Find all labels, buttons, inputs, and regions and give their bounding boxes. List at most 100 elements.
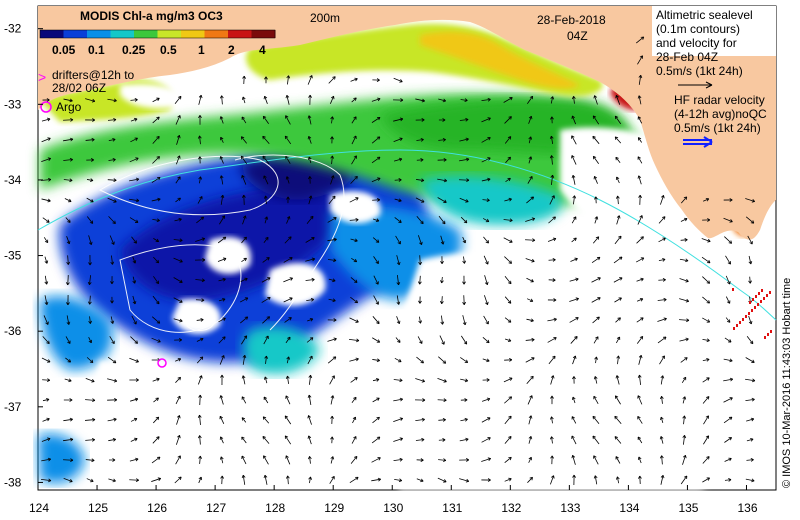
velocity-arrow-head bbox=[240, 155, 245, 160]
velocity-arrow-head bbox=[287, 336, 291, 341]
velocity-arrow bbox=[371, 177, 381, 183]
velocity-arrow-head bbox=[571, 435, 575, 439]
velocity-arrow bbox=[84, 419, 96, 421]
velocity-arrow-head bbox=[640, 236, 644, 240]
velocity-arrow-head bbox=[110, 261, 115, 265]
velocity-arrow-head bbox=[615, 176, 620, 181]
colorbar-swatch bbox=[181, 30, 205, 38]
velocity-arrow bbox=[459, 478, 469, 482]
velocity-arrow-head bbox=[530, 279, 534, 283]
velocity-arrow bbox=[394, 198, 402, 202]
velocity-arrow bbox=[593, 396, 599, 404]
velocity-arrow-head bbox=[573, 216, 577, 220]
velocity-arrow-head bbox=[46, 219, 50, 223]
velocity-arrow-head bbox=[508, 396, 513, 400]
velocity-arrow-head bbox=[685, 298, 690, 303]
velocity-arrow bbox=[594, 475, 598, 485]
velocity-arrow bbox=[174, 218, 182, 222]
velocity-arrow bbox=[637, 55, 643, 65]
velocity-arrow bbox=[657, 336, 667, 344]
velocity-arrow bbox=[151, 177, 161, 183]
velocity-arrow-head bbox=[663, 297, 667, 302]
velocity-arrow bbox=[107, 119, 117, 121]
velocity-arrow-head bbox=[311, 277, 315, 282]
velocity-arrow-head bbox=[399, 137, 403, 141]
velocity-arrow bbox=[504, 436, 512, 444]
velocity-arrow bbox=[173, 239, 183, 241]
velocity-arrow-head bbox=[572, 376, 576, 380]
velocity-arrow-head bbox=[638, 354, 643, 359]
velocity-arrow bbox=[306, 337, 314, 343]
velocity-arrow-head bbox=[46, 340, 50, 345]
velocity-arrow-head bbox=[551, 475, 555, 479]
hf-radar-point bbox=[752, 298, 754, 301]
velocity-arrow bbox=[419, 275, 421, 285]
velocity-arrow bbox=[218, 298, 226, 302]
velocity-arrow-head bbox=[463, 341, 468, 345]
velocity-arrow-head bbox=[90, 158, 94, 162]
velocity-arrow-head bbox=[640, 277, 644, 282]
velocity-arrow-head bbox=[197, 414, 202, 418]
velocity-arrow bbox=[63, 98, 73, 102]
velocity-arrow-head bbox=[442, 220, 446, 225]
velocity-arrow-head bbox=[663, 317, 667, 322]
velocity-arrow-head bbox=[571, 135, 575, 139]
velocity-arrow bbox=[152, 97, 160, 103]
velocity-arrow-head bbox=[682, 396, 687, 400]
velocity-arrow bbox=[594, 216, 598, 224]
velocity-arrow bbox=[372, 337, 380, 343]
y-tick-label: -32 bbox=[4, 22, 22, 36]
velocity-arrow-head bbox=[530, 196, 534, 200]
velocity-arrow-head bbox=[442, 438, 446, 442]
velocity-arrow-head bbox=[68, 378, 72, 383]
velocity-arrow bbox=[108, 438, 116, 442]
velocity-arrow bbox=[547, 238, 557, 242]
velocity-arrow-head bbox=[727, 261, 731, 265]
velocity-arrow bbox=[152, 116, 160, 124]
velocity-arrow-head bbox=[615, 95, 619, 99]
velocity-arrow-head bbox=[91, 458, 95, 463]
velocity-arrow bbox=[481, 98, 491, 102]
velocity-arrow-head bbox=[464, 417, 468, 422]
velocity-arrow bbox=[636, 236, 644, 244]
velocity-arrow bbox=[528, 116, 532, 124]
velocity-arrow-head bbox=[354, 77, 358, 82]
velocity-arrow bbox=[262, 257, 270, 263]
velocity-arrow-head bbox=[615, 156, 619, 161]
velocity-arrow-head bbox=[593, 176, 598, 180]
velocity-arrow bbox=[438, 215, 446, 225]
velocity-arrow-head bbox=[398, 478, 403, 483]
velocity-arrow bbox=[569, 317, 579, 323]
velocity-arrow bbox=[371, 436, 381, 444]
velocity-arrow-head bbox=[286, 356, 291, 360]
credit-text: © IMOS 10-Mar-2016 11:43:03 Hobart time bbox=[781, 278, 793, 488]
velocity-arrow-head bbox=[532, 238, 536, 243]
velocity-arrow bbox=[437, 477, 447, 483]
velocity-arrow-head bbox=[69, 417, 73, 422]
velocity-arrow-head bbox=[465, 157, 470, 162]
velocity-arrow-head bbox=[396, 320, 401, 325]
velocity-arrow-head bbox=[550, 455, 554, 459]
velocity-arrow-head bbox=[593, 455, 597, 459]
velocity-arrow bbox=[86, 216, 94, 224]
velocity-arrow bbox=[350, 176, 358, 184]
velocity-arrow bbox=[463, 256, 465, 264]
velocity-arrow bbox=[614, 436, 622, 444]
velocity-arrow-head bbox=[638, 475, 642, 479]
velocity-arrow-head bbox=[726, 300, 731, 304]
velocity-arrow-head bbox=[728, 437, 732, 441]
velocity-arrow bbox=[43, 315, 49, 325]
velocity-arrow-head bbox=[750, 437, 754, 442]
velocity-arrow-head bbox=[307, 156, 312, 160]
velocity-arrow-head bbox=[662, 257, 666, 262]
velocity-arrow-head bbox=[572, 355, 577, 359]
velocity-arrow bbox=[308, 195, 312, 205]
velocity-arrow-head bbox=[69, 178, 73, 183]
velocity-arrow-head bbox=[285, 155, 289, 160]
velocity-arrow bbox=[351, 97, 357, 103]
x-tick-label: 127 bbox=[206, 501, 226, 515]
velocity-arrow-head bbox=[91, 98, 96, 103]
x-tick-label: 133 bbox=[560, 501, 580, 515]
velocity-arrow bbox=[307, 355, 313, 365]
velocity-arrow-head bbox=[421, 199, 425, 203]
